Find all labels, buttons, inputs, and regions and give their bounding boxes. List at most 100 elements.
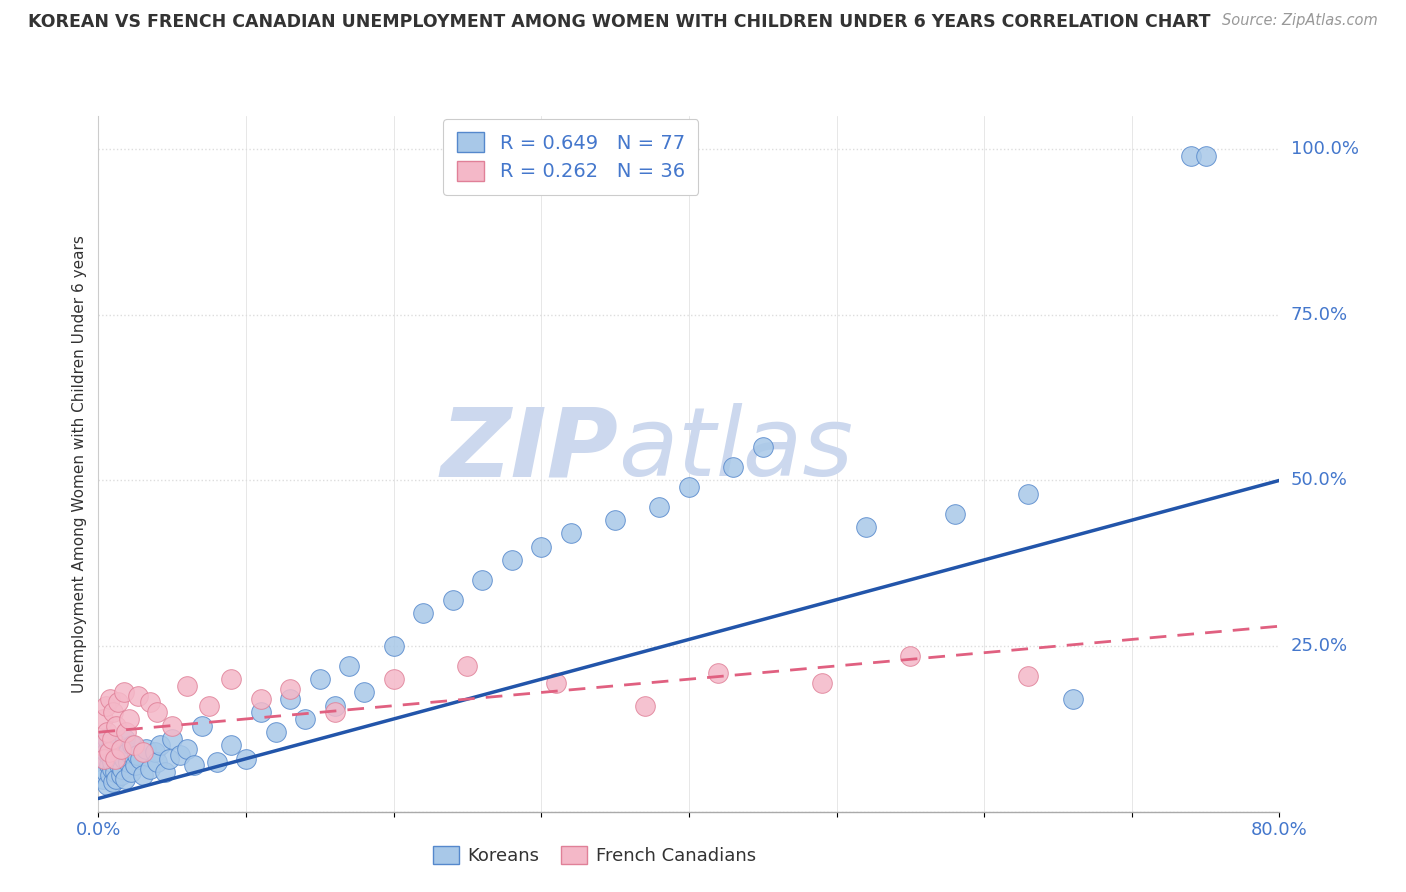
Point [337, 659, 360, 673]
Point [235, 752, 257, 766]
Point [132, 768, 155, 782]
Point [323, 706, 346, 720]
Point [96, 725, 118, 739]
Point [353, 685, 375, 699]
Point [139, 695, 162, 709]
Point [100, 731, 122, 746]
Point [107, 695, 129, 709]
Point [441, 592, 464, 607]
Point [309, 672, 332, 686]
Point [114, 772, 136, 786]
Legend: Koreans, French Canadians: Koreans, French Canadians [426, 838, 763, 872]
Point [94, 764, 117, 779]
Point [183, 758, 205, 772]
Point [471, 573, 494, 587]
Text: 25.0%: 25.0% [1291, 637, 1348, 655]
Point [117, 755, 139, 769]
Point [205, 755, 228, 769]
Point [456, 659, 478, 673]
Point [121, 739, 143, 753]
Point [605, 513, 627, 527]
Point [97, 745, 120, 759]
Point [900, 648, 922, 663]
Point [162, 731, 183, 746]
Point [104, 752, 127, 766]
Point [250, 706, 273, 720]
Point [501, 553, 523, 567]
Text: atlas: atlas [619, 403, 853, 497]
Point [122, 739, 145, 753]
Point [96, 778, 118, 792]
Point [93, 752, 115, 766]
Point [810, 675, 832, 690]
Point [219, 672, 242, 686]
Point [104, 752, 127, 766]
Point [264, 725, 287, 739]
Point [91, 772, 114, 786]
Point [751, 440, 773, 454]
Point [1017, 669, 1039, 683]
Point [110, 741, 132, 756]
Point [219, 739, 242, 753]
Point [382, 672, 405, 686]
Point [114, 731, 136, 746]
Point [128, 752, 150, 766]
Point [176, 741, 198, 756]
Point [111, 741, 134, 756]
Point [94, 745, 117, 759]
Point [105, 772, 128, 786]
Point [100, 755, 122, 769]
Point [94, 698, 117, 713]
Point [278, 692, 302, 706]
Point [560, 526, 582, 541]
Point [124, 758, 146, 772]
Text: 50.0%: 50.0% [1291, 471, 1347, 490]
Point [1180, 149, 1202, 163]
Point [107, 739, 129, 753]
Point [157, 752, 180, 766]
Point [139, 762, 162, 776]
Point [98, 768, 121, 782]
Point [278, 682, 302, 697]
Point [294, 712, 316, 726]
Point [120, 764, 142, 779]
Point [191, 718, 214, 732]
Point [105, 718, 128, 732]
Point [117, 745, 139, 759]
Point [1062, 692, 1084, 706]
Point [678, 480, 700, 494]
Point [108, 758, 131, 772]
Point [97, 748, 120, 763]
Point [127, 689, 149, 703]
Point [90, 752, 112, 766]
Point [93, 739, 115, 753]
Point [125, 748, 148, 763]
Point [530, 540, 553, 554]
Point [100, 762, 122, 776]
Point [544, 675, 567, 690]
Point [112, 685, 135, 699]
Point [153, 764, 176, 779]
Point [323, 698, 346, 713]
Point [104, 764, 127, 779]
Point [97, 758, 120, 772]
Y-axis label: Unemployment Among Women with Children Under 6 years: Unemployment Among Women with Children U… [72, 235, 87, 693]
Point [176, 679, 198, 693]
Point [105, 745, 128, 759]
Point [115, 725, 138, 739]
Point [103, 706, 125, 720]
Point [648, 500, 671, 514]
Point [110, 768, 132, 782]
Point [96, 731, 118, 746]
Point [98, 741, 121, 756]
Point [721, 460, 744, 475]
Point [169, 748, 191, 763]
Point [162, 718, 183, 732]
Text: 75.0%: 75.0% [1291, 306, 1348, 324]
Point [143, 745, 166, 759]
Point [707, 665, 730, 680]
Point [855, 520, 877, 534]
Point [110, 748, 132, 763]
Point [250, 692, 273, 706]
Text: KOREAN VS FRENCH CANADIAN UNEMPLOYMENT AMONG WOMEN WITH CHILDREN UNDER 6 YEARS C: KOREAN VS FRENCH CANADIAN UNEMPLOYMENT A… [28, 13, 1211, 31]
